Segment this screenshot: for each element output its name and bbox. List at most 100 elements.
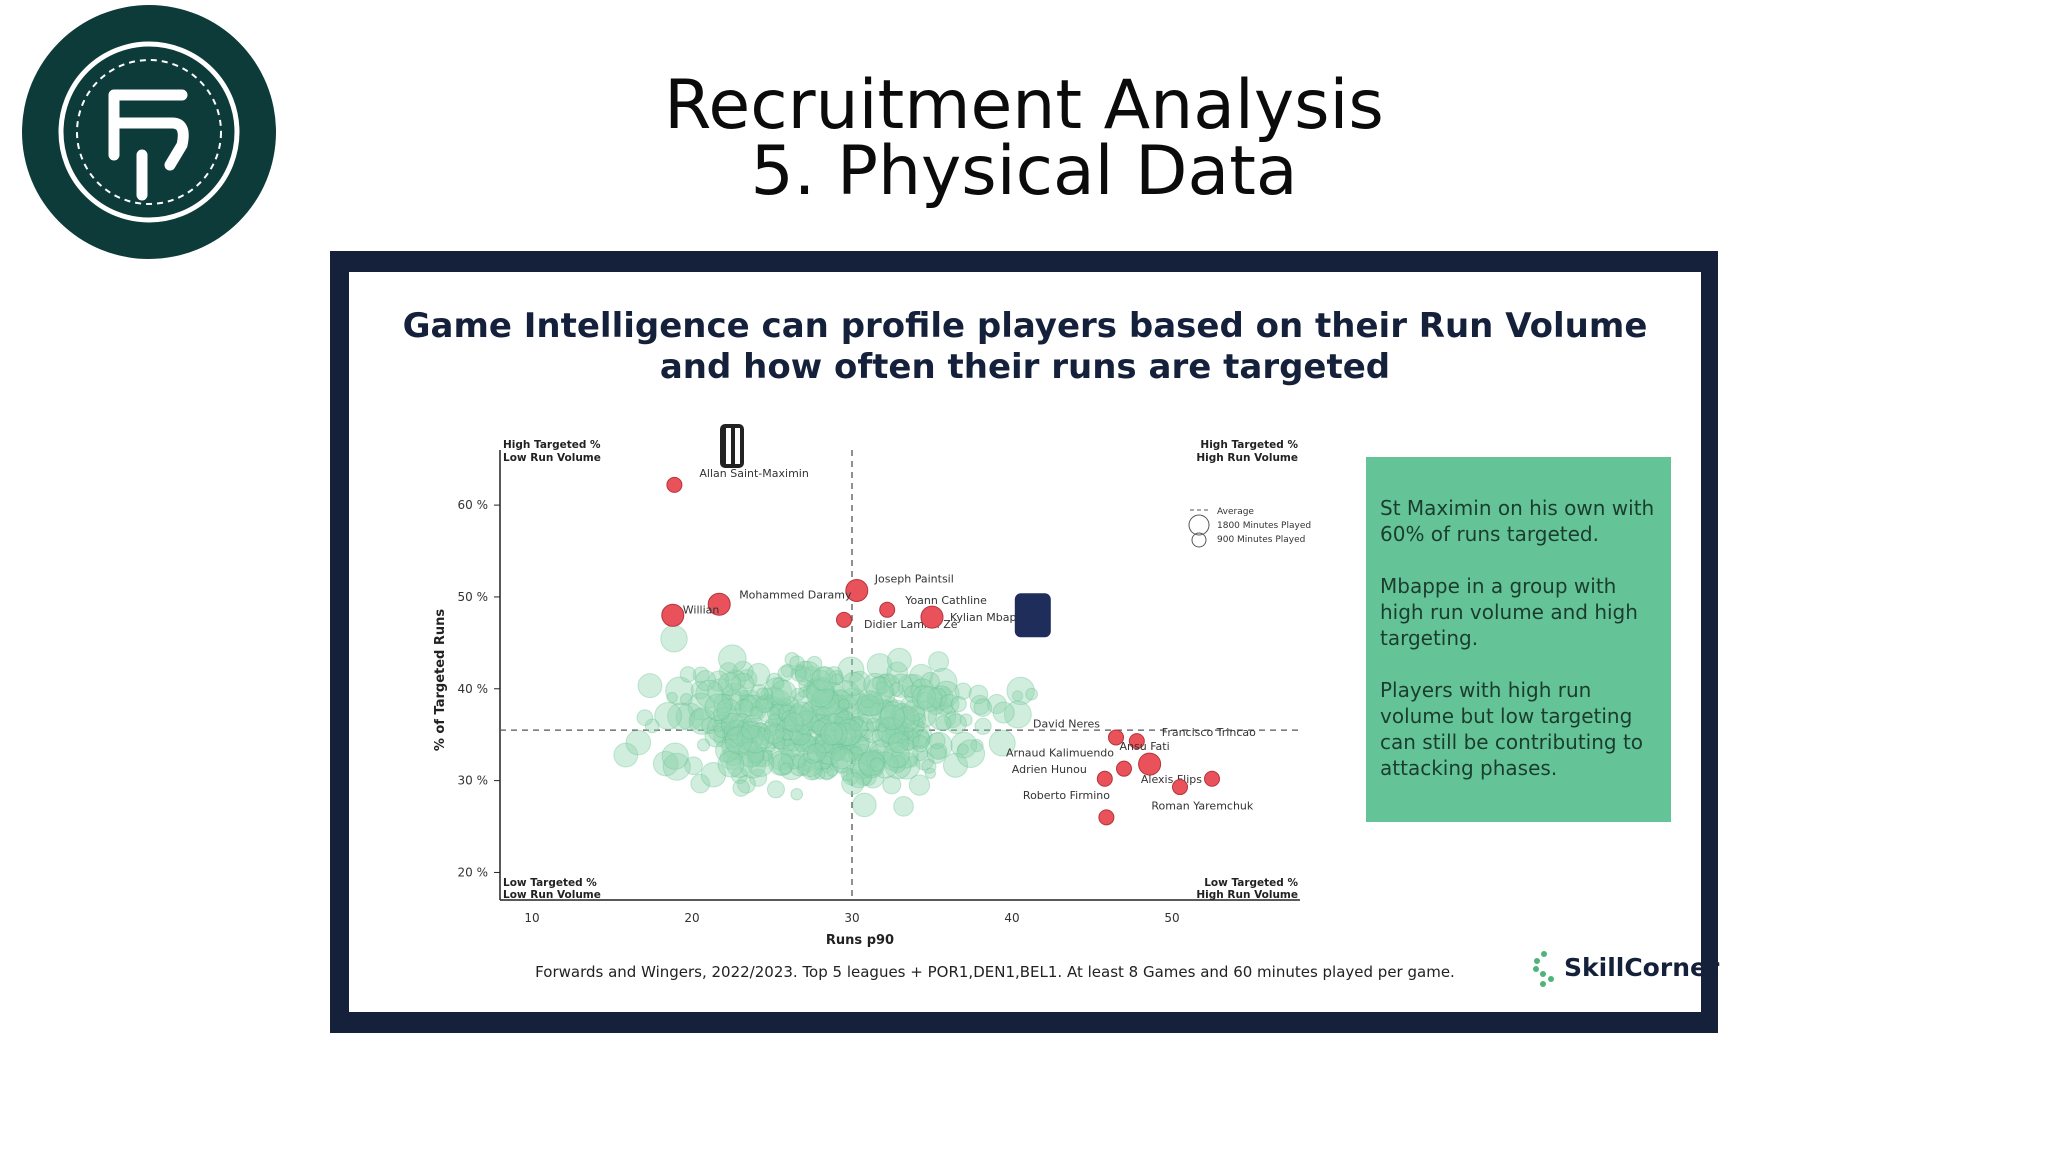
player-bubble [722,689,744,711]
player-bubble [726,750,754,778]
highlighted-player-point [1108,729,1124,746]
player-bubble [759,730,771,742]
player-bubble [716,698,741,724]
player-bubble [824,715,841,733]
player-bubble [933,680,960,708]
player-bubble [879,704,905,731]
player-bubble [819,765,835,781]
player-bubble [882,747,906,772]
x-tick-label: 30 [844,911,859,925]
x-tick-label: 20 [684,911,699,925]
highlighted-player-point [1116,760,1132,777]
player-bubble [803,678,827,702]
player-bubble [828,670,844,686]
player-label: Roberto Firmino [1023,789,1110,802]
player-bubble [855,768,873,786]
player-bubble [893,796,914,817]
player-bubble [928,685,954,711]
player-bubble [859,694,874,708]
player-bubble [724,726,753,755]
player-bubble [735,721,751,738]
player-bubble [902,699,926,722]
player-bubble [764,740,776,753]
player-label: Alexis Flips [1141,773,1202,786]
player-bubble [799,732,814,747]
player-bubble [861,721,884,744]
y-tick-label: 30 % [458,774,489,788]
player-label: Allan Saint-Maximin [699,467,808,480]
player-bubble [817,741,842,766]
player-bubble [841,771,865,795]
player-bubble [870,699,896,725]
player-label: Mohammed Daramy [739,588,852,601]
player-bubble [713,725,736,748]
player-bubble [881,725,909,752]
player-bubble [973,698,993,717]
scatter-chart: 20 % 30 % 40 % 50 % 60 % 10 20 30 40 50 Runs p90 % … [433,424,1311,948]
player-bubble [842,768,860,786]
highlighted-player-point [845,579,869,603]
player-bubble [883,741,910,769]
player-bubble [735,718,762,744]
player-bubble [728,724,749,745]
player-bubble [912,712,927,727]
player-bubble [852,752,877,776]
player-bubble [746,745,765,764]
player-bubble [811,733,834,756]
quadrant-label: Low Run Volume [503,889,601,901]
player-bubble [712,702,739,729]
player-bubble [859,768,877,786]
player-bubble [730,707,747,725]
player-bubble [766,780,785,799]
player-bubble [734,698,754,718]
player-bubble [806,724,829,747]
player-bubble [853,744,872,763]
player-bubble [845,762,872,789]
player-bubble [814,692,833,711]
legend-label: 1800 Minutes Played [1217,521,1311,531]
player-bubble [837,656,865,684]
player-bubble [901,673,927,699]
player-bubble [707,670,730,692]
legend-label: Average [1217,507,1254,517]
player-bubble [858,749,885,777]
player-bubble [803,744,823,765]
player-bubble [767,713,782,728]
player-bubble [845,715,861,731]
player-bubble [866,653,893,680]
player-bubble [740,721,760,740]
player-bubble [756,695,785,724]
player-bubble [831,748,856,774]
player-bubble [837,694,858,716]
player-bubble [908,726,930,747]
player-bubble [840,767,855,782]
player-bubble [801,758,823,781]
player-bubble [687,692,716,721]
player-bubble [823,734,843,755]
player-label: Didier Lamkel Zé [864,618,958,631]
player-bubble [824,729,838,743]
player-bubble [871,749,884,761]
player-bubble [869,757,884,772]
player-bubble [764,722,789,747]
player-bubble [884,717,910,743]
player-bubble [944,710,962,729]
player-bubble [868,739,894,764]
player-bubble [835,736,861,763]
player-bubble [715,738,740,763]
player-bubble [891,703,915,727]
note-2: Mbappe in a group with high run volume a… [1380,574,1638,650]
player-label: Francisco Trincao [1162,726,1256,739]
player-bubble [812,734,836,758]
player-bubble [780,742,809,770]
player-bubble [758,720,787,749]
player-bubble [815,706,832,723]
player-bubble [808,739,822,753]
player-bubble [789,655,805,671]
player-bubble [806,742,835,771]
player-bubble [912,730,931,749]
player-bubble [798,678,811,691]
player-bubble [781,715,798,733]
player-bubble [720,712,744,736]
player-bubble [739,695,761,717]
